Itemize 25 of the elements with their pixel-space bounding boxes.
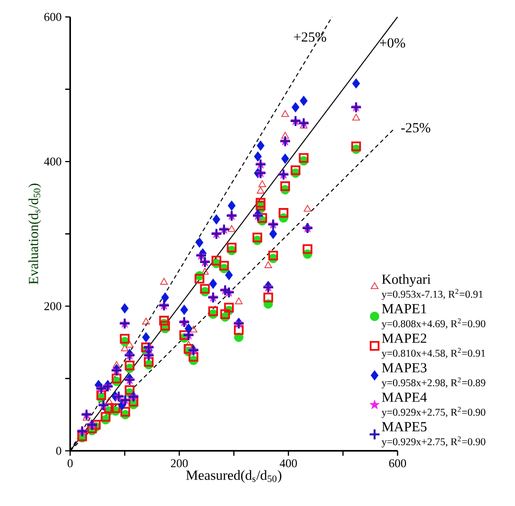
- legend-label: MAPE4: [382, 392, 427, 402]
- legend-label: MAPE3: [382, 363, 426, 373]
- x-tick-label: 200: [170, 459, 188, 468]
- annotation: y=0.929x+2.75, R$^{2}$=0.90: [382, 407, 486, 418]
- legend-label: Kothyari: [382, 274, 431, 288]
- y-tick-label: 0: [56, 447, 62, 456]
- y-tick-label: 600: [44, 13, 62, 22]
- text: -25%: [401, 123, 430, 133]
- annotation: +0%: [380, 38, 406, 48]
- legend-label: MAPE5: [382, 422, 426, 432]
- legend-label: MAPE1: [382, 304, 426, 314]
- annotation: y=0.808x+4.69, R$^{2}$=0.90: [382, 318, 486, 330]
- x-axis-title: Measured(d$_{s}$/d$_{50}$): [186, 470, 282, 483]
- y-tick-label: 400: [44, 158, 62, 166]
- annotation: y=0.929x+2.75, R$^{2}$=0.90: [382, 436, 486, 448]
- y-tick-label: 200: [44, 302, 62, 310]
- annotation: +25%: [294, 32, 326, 42]
- annotation: y=0.958x+2.98, R$^{2}$=0.89: [382, 378, 486, 389]
- annotation: y=0.810x+4.58, R$^{2}$=0.91: [382, 348, 486, 360]
- legend-label: MAPE2: [382, 334, 426, 344]
- x-tick-label: 400: [280, 459, 297, 468]
- y-axis-title: Evaluation(d$_{s}$/d$_{50}$): [28, 184, 42, 284]
- annotation: y=0.953x-7.13, R$^{2}$=0.91: [382, 289, 483, 300]
- x-tick-label: 0: [68, 459, 73, 468]
- x-tick-label: 600: [389, 459, 406, 468]
